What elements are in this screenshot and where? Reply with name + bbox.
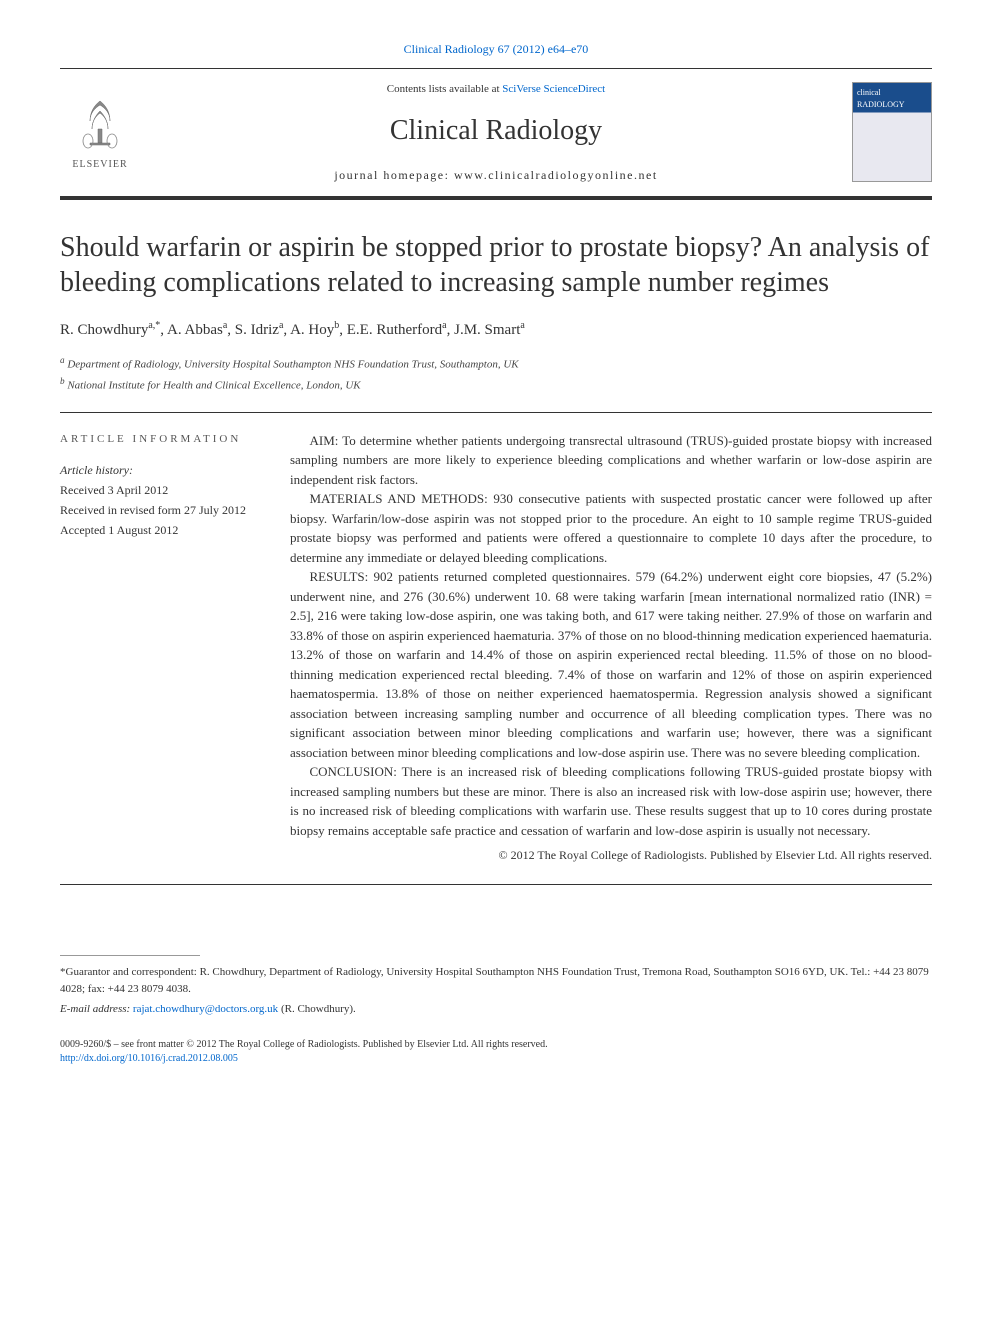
abstract-aim: AIM: To determine whether patients under… (290, 431, 932, 490)
article-title: Should warfarin or aspirin be stopped pr… (60, 230, 932, 300)
correspondence-email: E-mail address: rajat.chowdhury@doctors.… (60, 1001, 932, 1018)
author: A. Abbasa (167, 322, 227, 338)
page-footer: 0009-9260/$ – see front matter © 2012 Th… (60, 1038, 932, 1066)
homepage-prefix: journal homepage: (334, 168, 454, 182)
doi-link[interactable]: http://dx.doi.org/10.1016/j.crad.2012.08… (60, 1053, 238, 1064)
affiliation: b National Institute for Health and Clin… (60, 374, 932, 395)
history-label: Article history: (60, 461, 260, 479)
journal-name: Clinical Radiology (140, 110, 852, 152)
abstract-copyright: © 2012 The Royal College of Radiologists… (290, 846, 932, 864)
elsevier-tree-icon (70, 93, 130, 153)
author-list: R. Chowdhurya,*, A. Abbasa, S. Idriza, A… (60, 318, 932, 342)
abstract: AIM: To determine whether patients under… (290, 431, 932, 865)
content-columns: ARTICLE INFORMATION Article history: Rec… (60, 431, 932, 865)
footnote-divider (60, 955, 200, 956)
affiliation: a Department of Radiology, University Ho… (60, 353, 932, 374)
correspondence-note: *Guarantor and correspondent: R. Chowdhu… (60, 964, 932, 997)
section-divider (60, 412, 932, 413)
journal-cover-thumbnail[interactable]: clinical RADIOLOGY (852, 82, 932, 182)
contents-prefix: Contents lists available at (387, 83, 502, 95)
journal-homepage: journal homepage: www.clinicalradiologyo… (140, 166, 852, 184)
accepted-date: Accepted 1 August 2012 (60, 521, 260, 539)
cover-title: clinical RADIOLOGY (857, 87, 927, 111)
article-information-sidebar: ARTICLE INFORMATION Article history: Rec… (60, 431, 260, 865)
received-date: Received 3 April 2012 (60, 481, 260, 499)
revised-date: Received in revised form 27 July 2012 (60, 501, 260, 519)
author: E.E. Rutherforda (347, 322, 447, 338)
author: S. Idriza (235, 322, 284, 338)
article-info-heading: ARTICLE INFORMATION (60, 431, 260, 448)
homepage-url[interactable]: www.clinicalradiologyonline.net (454, 168, 658, 182)
abstract-results: RESULTS: 902 patients returned completed… (290, 567, 932, 762)
author: J.M. Smarta (454, 322, 525, 338)
masthead: ELSEVIER Contents lists available at Sci… (60, 68, 932, 200)
masthead-center: Contents lists available at SciVerse Sci… (140, 81, 852, 184)
contents-available: Contents lists available at SciVerse Sci… (140, 81, 852, 98)
author: A. Hoyb (290, 322, 339, 338)
publisher-name: ELSEVIER (72, 157, 127, 172)
affiliations: a Department of Radiology, University Ho… (60, 353, 932, 396)
email-label: E-mail address: (60, 1003, 133, 1015)
email-attribution: (R. Chowdhury). (278, 1003, 356, 1015)
abstract-materials: MATERIALS AND METHODS: 930 consecutive p… (290, 489, 932, 567)
abstract-conclusion: CONCLUSION: There is an increased risk o… (290, 762, 932, 840)
citation-link[interactable]: Clinical Radiology 67 (2012) e64–e70 (404, 42, 589, 56)
email-link[interactable]: rajat.chowdhury@doctors.org.uk (133, 1003, 278, 1015)
sciencedirect-link[interactable]: SciVerse ScienceDirect (502, 83, 605, 95)
section-divider (60, 884, 932, 885)
author: R. Chowdhurya,* (60, 322, 160, 338)
publisher-logo[interactable]: ELSEVIER (60, 87, 140, 177)
citation-header: Clinical Radiology 67 (2012) e64–e70 (60, 40, 932, 58)
issn-line: 0009-9260/$ – see front matter © 2012 Th… (60, 1038, 932, 1052)
